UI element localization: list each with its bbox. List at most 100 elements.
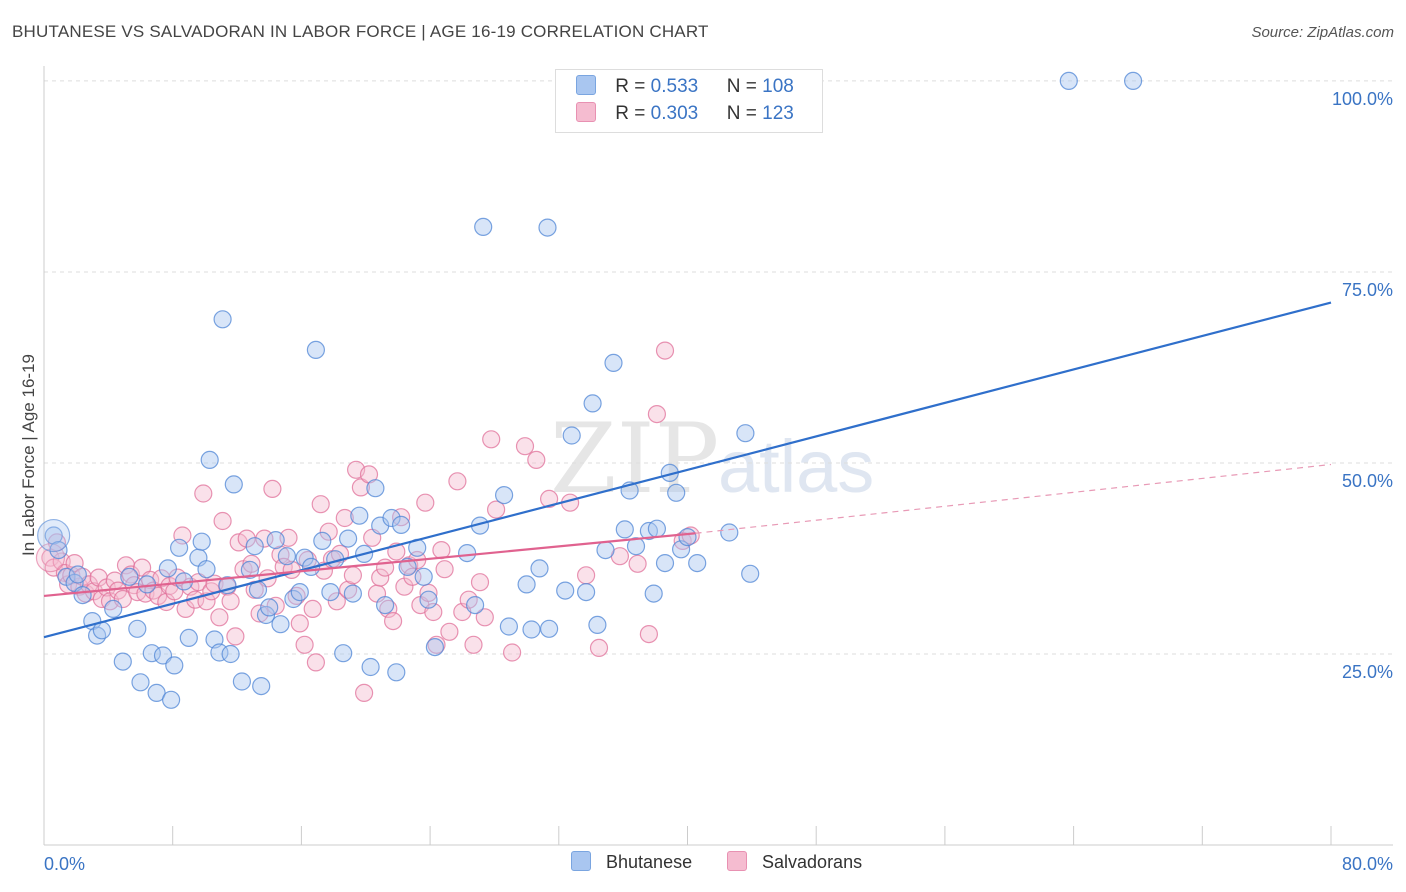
bhutanese-point-20 [165, 656, 184, 675]
salvadorans-point-47 [226, 627, 245, 646]
bhutanese-point-16 [147, 683, 166, 703]
salvadorans-point-119 [647, 405, 667, 424]
bhutanese-point-97 [678, 527, 697, 547]
salvadorans-point-76 [343, 566, 362, 585]
bhutanese-point-89 [626, 537, 646, 556]
bhutanese-point-35 [240, 560, 259, 580]
bhutanese-point-78 [538, 218, 557, 237]
bottom-legend-bhutanese: Bhutanese [571, 851, 692, 873]
bhutanese-point-43 [277, 547, 296, 566]
bottom-legend-label-salvadorans: Salvadorans [762, 852, 863, 872]
salvadorans-point-94 [416, 493, 435, 512]
bhutanese-point-15 [142, 644, 161, 663]
salvadorans-point-44 [213, 511, 232, 531]
salvadorans-point-104 [464, 635, 483, 654]
bhutanese-point-95 [667, 483, 686, 502]
legend-swatch-blue [576, 75, 596, 95]
bhutanese-point-42 [271, 615, 290, 634]
bhutanese-point-48 [306, 340, 325, 359]
x-min-label: 0.0% [44, 854, 85, 874]
salvadorans-point-105 [470, 573, 490, 592]
legend-n-value-bhutanese: 108 [762, 76, 794, 97]
legend-swatch-pink [576, 102, 596, 122]
bhutanese-point-99 [720, 523, 739, 542]
bhutanese-point-73 [495, 486, 514, 505]
bhutanese-point-85 [596, 540, 615, 560]
bottom-legend-label-bhutanese: Bhutanese [606, 852, 693, 872]
bhutanese-point-40 [260, 598, 279, 617]
legend-r-value-bhutanese: 0.533 [650, 76, 699, 97]
bhutanese-point-44 [284, 589, 303, 609]
bhutanese-point-61 [382, 508, 401, 528]
salvadorans-point-63 [290, 614, 309, 633]
salvadorans-point-101 [448, 472, 467, 491]
salvadorans-point-106 [475, 608, 494, 627]
bhutanese-point-68 [425, 637, 444, 657]
salvadorans-point-78 [351, 478, 370, 497]
salvadorans-trendline [43, 532, 696, 598]
bhutanese-point-36 [245, 537, 264, 556]
salvadorans-point-68 [311, 495, 330, 514]
bhutanese-point-93 [655, 553, 675, 573]
salvadorans-point-7 [65, 553, 84, 573]
bhutanese-point-9 [104, 599, 123, 619]
bhutanese-point-79 [539, 619, 559, 638]
salvadorans-point-79 [355, 683, 374, 703]
bhutanese-point-80 [556, 581, 575, 600]
bhutanese-point-70 [466, 595, 485, 615]
salvadorans-trendline-extension [695, 463, 1332, 534]
bhutanese-point-19 [162, 690, 181, 709]
bhutanese-point-33 [224, 475, 243, 494]
salvadorans-point-74 [335, 508, 354, 528]
watermark-zip: ZIP [550, 403, 719, 515]
bhutanese-point-13 [131, 673, 150, 692]
bhutanese-point-46 [295, 548, 314, 567]
bhutanese-point-66 [414, 567, 433, 586]
watermark-atlas: atlas [718, 425, 874, 508]
bhutanese-point-7 [87, 626, 107, 645]
legend-n-label: N = [726, 103, 757, 124]
salvadorans-point-108 [487, 500, 506, 519]
bhutanese-point-103 [1123, 71, 1143, 91]
bottom-legend-swatch-blue [571, 851, 591, 871]
y-tick-label-75: 75.0% [1342, 280, 1393, 300]
salvadorans-point-86 [384, 611, 403, 631]
bhutanese-point-1 [49, 540, 68, 560]
salvadorans-point-112 [539, 489, 559, 508]
bhutanese-point-49 [313, 531, 332, 551]
bhutanese-point-60 [376, 595, 395, 615]
bhutanese-point-27 [200, 450, 219, 469]
y-tick-label-25: 25.0% [1342, 662, 1393, 682]
chart-source: Source: ZipAtlas.com [1251, 24, 1394, 41]
y-tick-labels: 25.0% 50.0% 75.0% 100.0% [1332, 89, 1393, 682]
x-max-label: 80.0% [1342, 854, 1393, 874]
salvadorans-point-19 [113, 589, 132, 609]
legend-row-bhutanese: R = 0.533 N = 108 [576, 75, 794, 101]
salvadorans-point-43 [210, 608, 229, 627]
bhutanese-point-82 [576, 582, 596, 602]
bhutanese-point-25 [192, 532, 211, 551]
legend-row-salvadorans: R = 0.303 N = 123 [576, 102, 794, 128]
salvadorans-point-83 [371, 568, 390, 587]
bhutanese-point-32 [221, 644, 240, 664]
bhutanese-point-11 [120, 567, 139, 586]
bhutanese-point-63 [392, 515, 411, 535]
salvadorans-point-53 [250, 604, 269, 623]
bhutanese-point-45 [290, 582, 309, 602]
bhutanese-point-77 [530, 559, 549, 578]
bhutanese-point-34 [232, 672, 251, 691]
salvadorans-point-120 [655, 341, 675, 360]
legend-n-label: N = [726, 76, 757, 97]
bhutanese-point-23 [179, 628, 198, 648]
bottom-legend-salvadorans: Salvadorans [727, 851, 862, 873]
salvadorans-point-109 [502, 643, 522, 662]
bhutanese-point-12 [128, 619, 147, 638]
bhutanese-point-86 [604, 353, 623, 372]
salvadorans-point-56 [263, 479, 282, 498]
salvadorans-point-72 [327, 592, 346, 611]
bhutanese-point-84 [588, 615, 607, 635]
trendlines [43, 301, 1332, 639]
bhutanese-point-58 [366, 479, 385, 498]
salvadorans-point-67 [306, 653, 325, 672]
